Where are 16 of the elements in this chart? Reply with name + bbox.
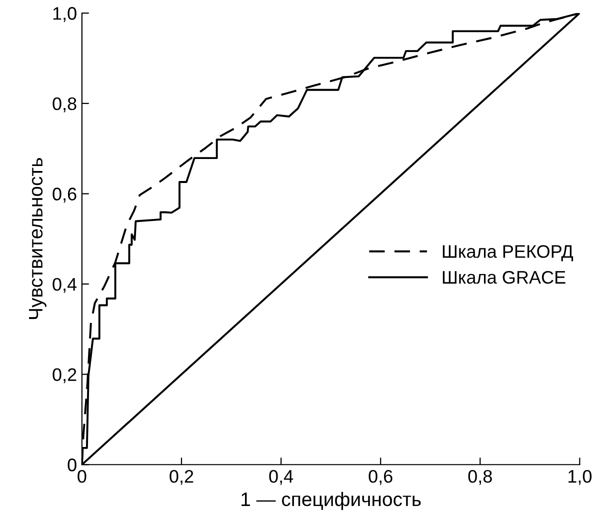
x-axis-title: 1 — специфичность bbox=[242, 492, 421, 510]
y-axis-title: Чувствительность bbox=[29, 158, 46, 319]
y-tick-label: 0,2 bbox=[52, 368, 76, 384]
y-tick-label: 0 bbox=[68, 458, 76, 472]
x-tick-label: 0,2 bbox=[170, 470, 194, 485]
legend-label: Шкала РЕКОРД bbox=[442, 245, 574, 262]
y-tick-label: 1,0 bbox=[53, 7, 76, 22]
y-tick-label: 0,8 bbox=[52, 97, 76, 112]
x-tick-label: 1,0 bbox=[568, 470, 592, 485]
legend-label: Шкала GRACE bbox=[442, 270, 566, 284]
x-tick-label: 0,8 bbox=[468, 470, 492, 485]
x-tick-label: 0,6 bbox=[368, 470, 392, 485]
y-tick-label: 0,6 bbox=[52, 188, 76, 203]
y-tick-label: 0,4 bbox=[52, 278, 77, 293]
x-tick-label: 0,4 bbox=[269, 470, 294, 485]
x-tick-label: 0 bbox=[78, 470, 86, 483]
